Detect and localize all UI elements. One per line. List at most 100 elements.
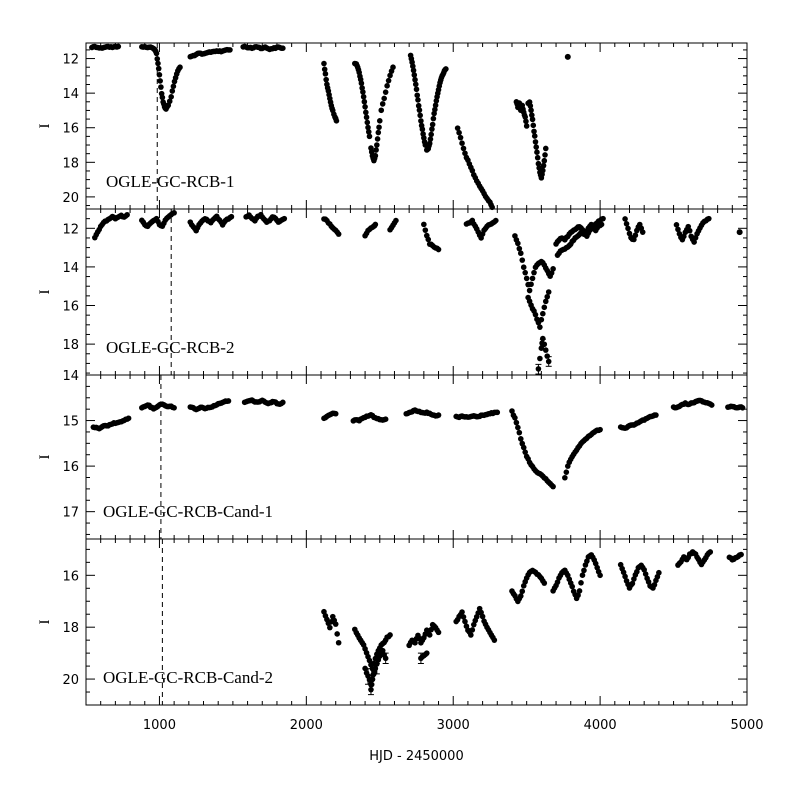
data-point	[365, 124, 371, 131]
data-point	[426, 140, 433, 147]
data-point	[390, 64, 396, 71]
data-point	[225, 398, 232, 404]
data-point	[429, 126, 435, 132]
data-point	[159, 94, 166, 101]
data-point	[421, 221, 427, 228]
data-point	[515, 240, 521, 247]
data-point	[381, 95, 387, 102]
y-tick-label: 14	[62, 87, 79, 102]
data-point	[707, 549, 714, 555]
data-point	[579, 572, 586, 578]
data-point	[170, 83, 177, 90]
data-point	[460, 145, 467, 152]
panel-frame	[85, 538, 748, 706]
data-point	[432, 102, 439, 109]
data-point	[382, 89, 389, 95]
data-point	[623, 221, 630, 227]
data-point	[523, 118, 529, 125]
data-point	[379, 647, 386, 654]
data-point	[155, 60, 161, 67]
data-point	[376, 118, 383, 124]
data-point	[529, 116, 536, 123]
data-point	[335, 231, 342, 237]
data-point	[540, 310, 546, 317]
data-point	[538, 345, 545, 351]
data-point	[124, 211, 130, 218]
data-point	[493, 217, 499, 224]
data-point	[462, 618, 468, 625]
data-point	[532, 139, 539, 145]
data-point	[364, 119, 371, 126]
data-point	[600, 215, 606, 222]
data-point	[361, 98, 368, 105]
data-point	[281, 215, 288, 222]
data-point	[631, 236, 637, 243]
data-point	[323, 76, 329, 83]
data-point	[641, 566, 647, 573]
data-point	[410, 67, 417, 74]
data-point	[528, 107, 534, 114]
data-point	[529, 112, 535, 118]
data-point	[379, 101, 386, 107]
data-point	[166, 98, 173, 105]
data-point	[686, 227, 693, 234]
data-point	[509, 408, 515, 414]
x-tick-label: 4000	[584, 718, 617, 733]
data-point	[520, 264, 527, 271]
data-point	[419, 126, 426, 133]
panel-1: 12 14 16 18 20 I OGLE-GC-RCB-1	[37, 42, 748, 211]
data-point	[736, 229, 743, 236]
data-point	[412, 81, 419, 88]
data-point	[384, 83, 390, 89]
data-point	[516, 245, 523, 252]
data-point	[656, 569, 662, 576]
panel-4: 16 18 20 I OGLE-GC-RCB-Cand-2	[37, 538, 748, 706]
data-point	[544, 293, 551, 300]
data-point	[528, 281, 534, 288]
data-point	[459, 609, 465, 615]
data-point	[562, 474, 568, 481]
data-point	[460, 614, 467, 620]
data-point	[169, 88, 176, 94]
panel-name-label: OGLE-GC-RCB-Cand-1	[103, 502, 273, 521]
data-point	[581, 567, 587, 574]
data-point	[428, 131, 434, 138]
data-point	[691, 239, 697, 245]
y-axis-label: I	[37, 124, 53, 129]
data-point	[675, 226, 681, 233]
data-point	[629, 580, 636, 587]
data-point	[443, 66, 449, 72]
data-point	[541, 580, 548, 586]
data-point	[168, 94, 174, 100]
data-point	[622, 573, 628, 580]
data-point	[522, 449, 528, 455]
y-axis-label: I	[37, 620, 53, 625]
data-point	[512, 414, 518, 421]
data-point	[375, 129, 382, 136]
data-point	[385, 77, 392, 84]
data-point	[545, 289, 552, 295]
data-point	[550, 483, 556, 490]
data-point	[534, 149, 540, 156]
data-point	[738, 551, 744, 558]
data-point	[358, 80, 365, 87]
data-point	[374, 142, 380, 148]
data-point	[708, 402, 715, 408]
data-point	[540, 162, 547, 169]
data-point	[541, 304, 548, 311]
data-point	[632, 232, 639, 239]
data-point	[280, 45, 286, 51]
data-point	[541, 157, 548, 164]
data-point	[425, 236, 432, 243]
data-point	[435, 246, 442, 253]
data-point	[280, 399, 286, 406]
data-point	[519, 257, 526, 263]
data-point	[334, 631, 340, 637]
data-point	[155, 65, 162, 72]
data-point	[366, 657, 373, 664]
data-point	[153, 50, 160, 57]
panel-name-label: OGLE-GC-RCB-1	[106, 172, 234, 191]
panel-3: 14 15 16 17 I OGLE-GC-RCB-Cand-1	[37, 369, 748, 540]
data-point	[429, 121, 436, 128]
